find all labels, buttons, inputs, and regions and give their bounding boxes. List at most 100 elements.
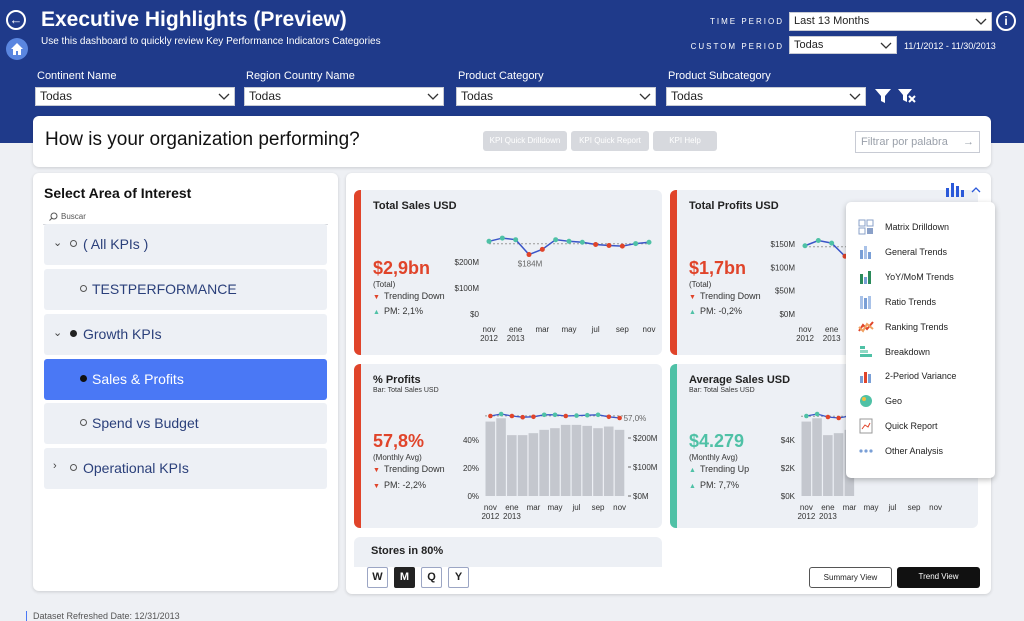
chevron-down-icon: [638, 89, 652, 103]
area-item-operational-kpis[interactable]: › Operational KPIs: [44, 448, 327, 489]
menu-item-label: Ratio Trends: [885, 297, 937, 307]
x-tick-label: sep: [908, 503, 921, 512]
bar: [582, 425, 592, 496]
pm-indicator: ▲ PM: 2,1%: [373, 306, 423, 316]
x-tick-label: may: [863, 503, 878, 512]
y-tick-label: $200M: [455, 258, 480, 267]
menu-item-label: Breakdown: [885, 347, 931, 357]
data-point: [499, 235, 505, 241]
area-item-growth-kpis[interactable]: ⌄ Growth KPIs: [44, 314, 327, 355]
area-item-label: Spend vs Budget: [92, 415, 199, 431]
area-item-all-kpis[interactable]: ⌄ ( All KPIs ): [44, 224, 327, 265]
card-total-sales[interactable]: Total Sales USD $2,9bn (Total) ▼ Trending…: [354, 190, 662, 355]
x-tick-label: 2012: [480, 334, 498, 343]
filter-word-input[interactable]: Filtrar por palabra →: [855, 131, 980, 153]
home-icon[interactable]: [6, 38, 28, 60]
arrow-right-icon[interactable]: →: [963, 136, 974, 148]
matrix-icon: [858, 219, 874, 235]
bar: [507, 435, 517, 496]
pm-indicator: ▲ PM: 7,7%: [689, 480, 739, 490]
pm-text: PM: -0,2%: [699, 306, 742, 316]
radio-icon: [80, 419, 87, 426]
x-tick-label: 2013: [823, 334, 841, 343]
radio-selected-icon: [80, 375, 87, 382]
data-point: [513, 237, 519, 243]
triangle-up-icon: ▲: [689, 483, 696, 490]
filter-icon[interactable]: [874, 87, 892, 110]
kpi-quick-report-button[interactable]: KPI Quick Report: [571, 131, 649, 151]
bar: [528, 433, 539, 496]
clear-filter-icon[interactable]: [897, 87, 917, 110]
search-icon: [49, 212, 58, 223]
trend-text: Trending Up: [699, 464, 750, 474]
bar: [571, 424, 582, 496]
category-select[interactable]: Todas: [456, 87, 656, 106]
area-item-testperformance[interactable]: TESTPERFORMANCE: [44, 269, 327, 310]
radio-icon: [70, 464, 77, 471]
data-point: [836, 415, 841, 421]
status-stripe: [354, 364, 361, 528]
breakdown-icon: [860, 346, 872, 357]
month-button[interactable]: M: [394, 567, 415, 588]
kpi-value: $1,7bn: [689, 258, 747, 278]
x-tick-label: nov: [799, 325, 812, 334]
area-item-label: Growth KPIs: [83, 326, 162, 342]
quick-report-icon: [859, 418, 873, 434]
analysis-menu-icon[interactable]: [945, 180, 985, 203]
summary-view-button[interactable]: Summary View: [809, 567, 892, 588]
x-tick-label: may: [547, 503, 562, 512]
data-point: [802, 243, 808, 249]
x-tick-label: mar: [535, 325, 549, 334]
region-select[interactable]: Todas: [244, 87, 444, 106]
custom-period-label: CUSTOM PERIOD: [690, 42, 784, 51]
triangle-up-icon: ▲: [689, 309, 696, 316]
back-arrow-icon[interactable]: ←: [6, 10, 26, 30]
kpi-note: (Monthly Avg): [373, 453, 422, 462]
kpi-help-button[interactable]: KPI Help: [653, 131, 717, 151]
bar: [550, 428, 560, 496]
area-item-sales-profits[interactable]: Sales & Profits: [44, 359, 327, 400]
continent-select[interactable]: Todas: [35, 87, 235, 106]
year-button[interactable]: Y: [448, 567, 469, 588]
subcategory-select[interactable]: Todas: [666, 87, 866, 106]
bar: [517, 435, 528, 496]
x-tick-label: 2012: [481, 512, 499, 521]
kpi-quick-drilldown-button[interactable]: KPI Quick Drilldown: [483, 131, 567, 151]
triangle-up-icon: ▲: [689, 467, 696, 474]
kpi-note: (Monthly Avg): [689, 453, 738, 462]
area-item-spend-budget[interactable]: Spend vs Budget: [44, 403, 327, 444]
chevron-down-icon[interactable]: ⌄: [53, 327, 63, 339]
bar: [833, 433, 844, 496]
custom-period-select[interactable]: Todas: [789, 36, 897, 54]
card-title: Total Profits USD: [689, 200, 779, 212]
kpi-value: $4.279: [689, 431, 745, 451]
data-point: [619, 243, 625, 249]
info-icon[interactable]: i: [996, 11, 1016, 31]
week-button[interactable]: W: [367, 567, 388, 588]
ranking-trends-icon: [858, 321, 874, 333]
chevron-right-icon[interactable]: ›: [53, 460, 57, 472]
x-tick-label: nov: [484, 503, 497, 512]
y-tick-label: $4K: [781, 436, 796, 445]
data-point: [552, 412, 558, 418]
time-period-select[interactable]: Last 13 Months: [789, 12, 992, 31]
card-stores[interactable]: Stores in 80%: [354, 537, 662, 567]
triangle-down-icon: ▼: [373, 483, 380, 490]
yoy-trends-icon: [860, 271, 871, 284]
pm-text: PM: 2,1%: [383, 306, 423, 316]
chevron-down-icon: [426, 89, 440, 103]
chevron-down-icon: [879, 38, 893, 52]
area-search-input[interactable]: Buscar: [43, 210, 328, 225]
card-subtitle: Bar: Total Sales USD: [373, 387, 439, 394]
trend-view-button[interactable]: Trend View: [897, 567, 980, 588]
quarter-button[interactable]: Q: [421, 567, 442, 588]
date-range: 11/1/2012 - 11/30/2013: [904, 41, 996, 51]
radio-selected-icon: [70, 330, 77, 337]
card-pct-profits[interactable]: % Profits Bar: Total Sales USD 57,8% (Mo…: [354, 364, 662, 528]
menu-item-label: Matrix Drilldown: [885, 222, 950, 232]
region-value: Todas: [249, 89, 282, 103]
area-panel-title: Select Area of Interest: [44, 185, 192, 201]
chevron-down-icon[interactable]: ⌄: [53, 237, 63, 249]
dataset-refresh-date: Dataset Refreshed Date: 12/31/2013: [26, 611, 180, 621]
data-point: [509, 413, 515, 419]
